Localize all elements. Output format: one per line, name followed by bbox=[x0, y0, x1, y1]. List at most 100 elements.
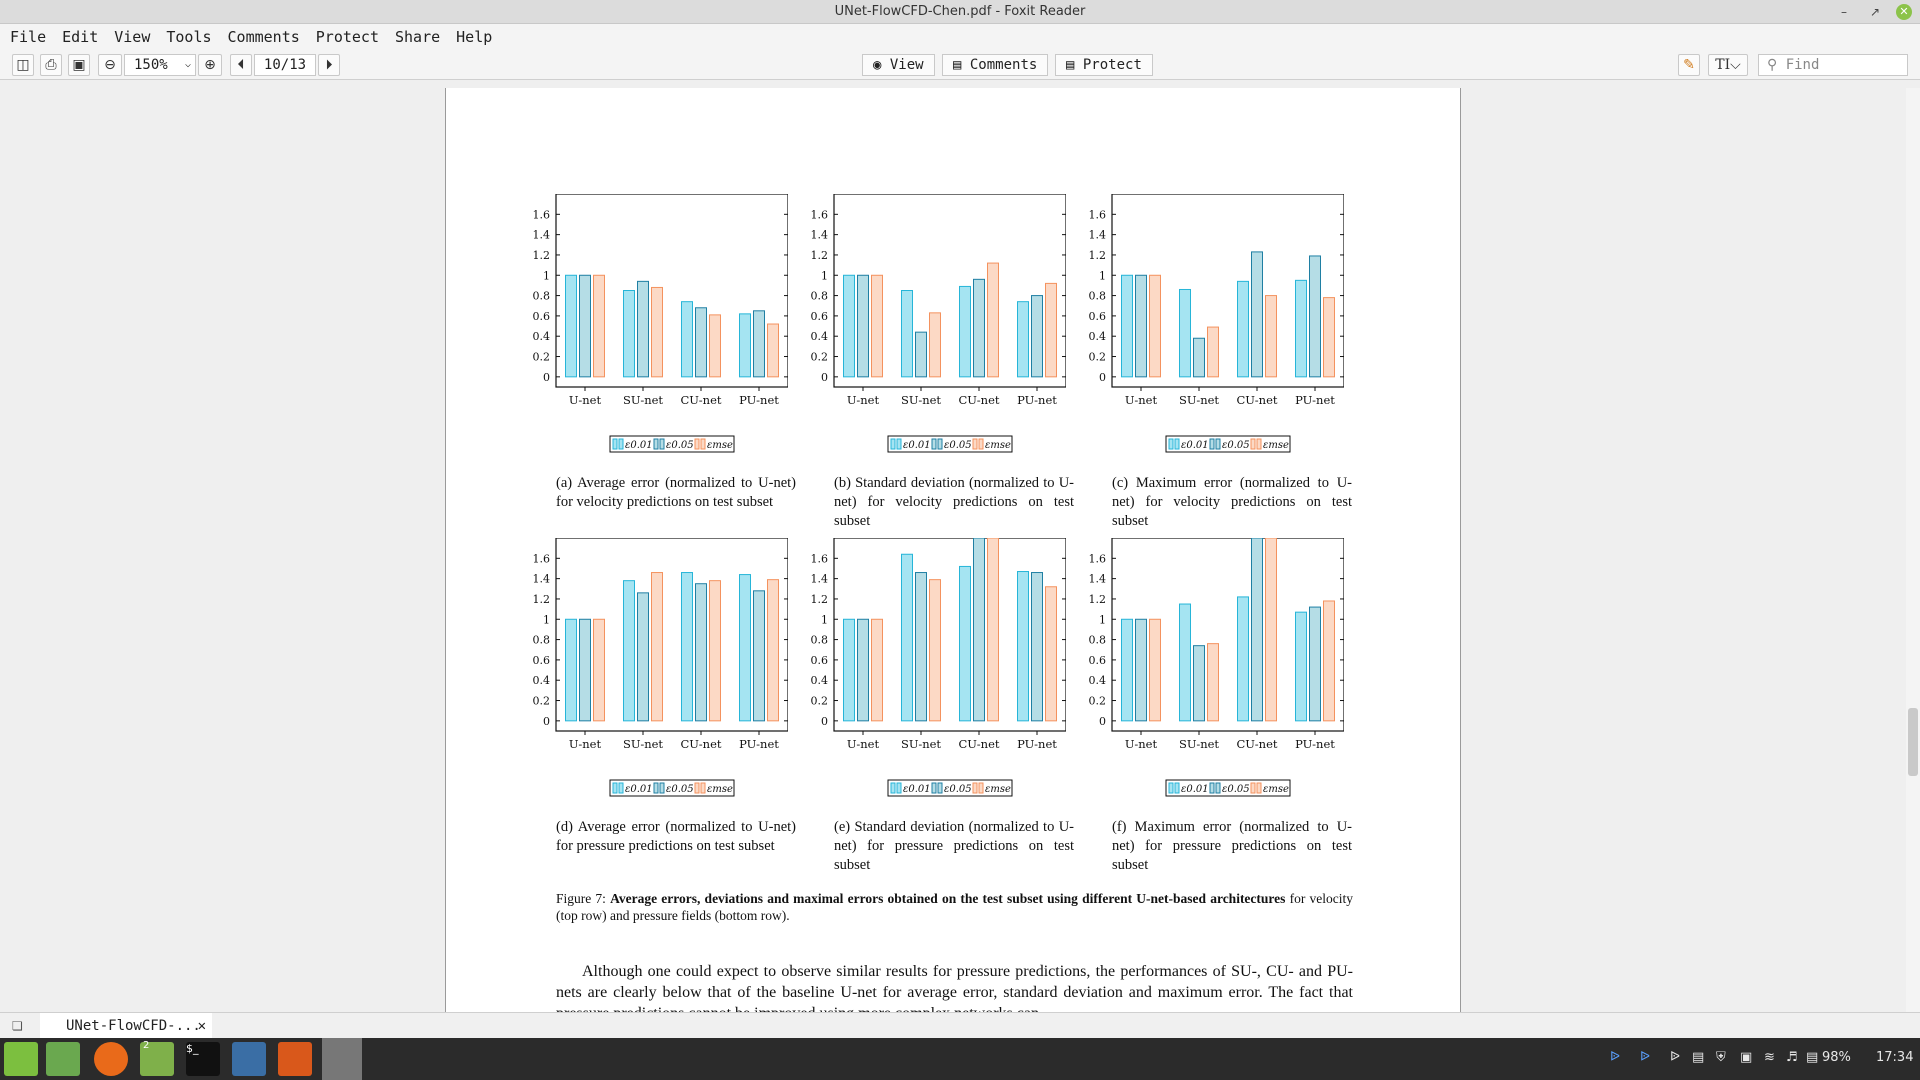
legend-swatch-2 bbox=[1215, 782, 1221, 794]
bar-U-net-2 bbox=[871, 618, 883, 722]
bar-CU-net-2 bbox=[1265, 295, 1277, 378]
legend-label: ε0.05 bbox=[666, 440, 694, 451]
bar-U-net-2 bbox=[593, 274, 605, 378]
y-tick-label: 1.6 bbox=[533, 208, 551, 221]
minimize-icon[interactable]: – bbox=[1841, 5, 1847, 19]
document-tab-bar: ❏ UNet-FlowCFD-... ✕ bbox=[0, 1012, 1920, 1039]
x-tick-label: CU-net bbox=[1236, 737, 1277, 751]
y-tick-label: 1.2 bbox=[811, 593, 829, 606]
bluetooth-icon-3[interactable]: ᐉ bbox=[1670, 1050, 1680, 1065]
bar-SU-net-0 bbox=[623, 580, 635, 722]
bar-PU-net-2 bbox=[1323, 600, 1335, 722]
protect-mode-label: Protect bbox=[1082, 57, 1142, 73]
menu-protect[interactable]: Protect bbox=[315, 28, 379, 46]
legend-swatch-2 bbox=[896, 438, 902, 450]
y-tick-label: 1.4 bbox=[811, 229, 829, 242]
menu-share[interactable]: Share bbox=[395, 28, 441, 46]
next-page-icon[interactable]: ⏵ bbox=[318, 54, 340, 76]
x-tick-label: SU-net bbox=[1179, 737, 1219, 751]
restore-tabs-icon[interactable]: ❏ bbox=[12, 1019, 23, 1033]
chart-legend: ε0.01 ε0.05 εmse bbox=[887, 779, 1013, 797]
battery-percent: 98% bbox=[1822, 1050, 1851, 1065]
bar-CU-net-2 bbox=[1265, 538, 1277, 722]
view-mode-button[interactable]: ◉ View bbox=[862, 54, 935, 76]
legend-label: ε0.05 bbox=[944, 784, 972, 795]
show-desktop-icon[interactable] bbox=[46, 1042, 80, 1076]
highlight-pen-icon[interactable]: ✎ bbox=[1678, 54, 1700, 76]
screenshot-icon[interactable]: ▣ bbox=[1740, 1050, 1753, 1065]
x-tick-label: SU-net bbox=[901, 393, 941, 407]
bar-PU-net-0 bbox=[739, 313, 751, 378]
print-icon[interactable]: ⎙ bbox=[40, 54, 62, 76]
menu-comments[interactable]: Comments bbox=[227, 28, 300, 46]
legend-label: εmse bbox=[707, 440, 733, 451]
camera-app-icon[interactable] bbox=[232, 1042, 266, 1076]
wifi-icon[interactable]: ≋ bbox=[1764, 1050, 1775, 1065]
page-number-input[interactable]: 10/13 bbox=[254, 54, 316, 76]
legend-label: εmse bbox=[1263, 440, 1289, 451]
zoom-select[interactable]: 150% ⌵ bbox=[124, 54, 196, 76]
document-area[interactable]: 0 0.2 0.4 0.6 0.8 1 1.2 1.4 1.6 U-net SU-net CU-net… bbox=[0, 88, 1906, 1012]
y-tick-label: 1.2 bbox=[1089, 593, 1107, 606]
menu-help[interactable]: Help bbox=[456, 28, 493, 46]
text-select-icon[interactable]: TI⌵ bbox=[1708, 54, 1748, 76]
files-icon[interactable]: 2 bbox=[140, 1040, 174, 1076]
y-tick-label: 1.4 bbox=[1089, 229, 1107, 242]
save-icon[interactable]: ▣ bbox=[68, 54, 90, 76]
document-tab[interactable]: UNet-FlowCFD-... ✕ bbox=[40, 1013, 212, 1039]
bar-PU-net-0 bbox=[1295, 611, 1307, 722]
clipboard-icon[interactable]: ▤ bbox=[1692, 1050, 1705, 1065]
legend-swatch bbox=[890, 438, 896, 450]
menu-view[interactable]: View bbox=[114, 28, 151, 46]
bar-CU-net-0 bbox=[959, 285, 971, 378]
y-tick-label: 0.6 bbox=[1089, 654, 1107, 667]
bluetooth-icon-2[interactable]: ᐉ bbox=[1640, 1050, 1650, 1065]
zoom-in-icon[interactable]: ⊕ bbox=[198, 54, 222, 76]
restore-icon[interactable]: ↗ bbox=[1869, 5, 1881, 19]
protect-mode-button[interactable]: ▤ Protect bbox=[1055, 54, 1153, 76]
find-input[interactable]: ⚲ Find bbox=[1758, 54, 1908, 76]
bar-chart-0: 0 0.2 0.4 0.6 0.8 1 1.2 1.4 1.6 U-net SU-net CU-net… bbox=[533, 194, 788, 453]
shield-icon[interactable]: ⛨ bbox=[1716, 1050, 1726, 1065]
close-tab-icon[interactable]: ✕ bbox=[197, 1018, 206, 1034]
bar-PU-net-2 bbox=[767, 579, 779, 722]
bar-PU-net-2 bbox=[1323, 297, 1335, 378]
legend-swatch bbox=[612, 438, 618, 450]
active-window-icon[interactable] bbox=[322, 1038, 362, 1080]
legend-label: εmse bbox=[985, 440, 1011, 451]
y-tick-label: 0.8 bbox=[811, 290, 829, 303]
battery-icon[interactable]: ▤ bbox=[1806, 1050, 1819, 1065]
bar-U-net-1 bbox=[857, 618, 869, 722]
foxit-reader-icon[interactable] bbox=[278, 1042, 312, 1076]
terminal-icon[interactable]: $_ bbox=[186, 1042, 220, 1076]
x-tick-label: U-net bbox=[569, 737, 602, 751]
sidebar-toggle-icon[interactable]: ◫ bbox=[12, 54, 34, 76]
bar-SU-net-2 bbox=[929, 312, 941, 378]
vertical-scrollbar[interactable] bbox=[1906, 88, 1920, 1012]
firefox-icon[interactable] bbox=[94, 1042, 128, 1076]
clock[interactable]: 17:34 bbox=[1876, 1050, 1914, 1065]
bar-PU-net-0 bbox=[1017, 301, 1029, 378]
x-tick-label: PU-net bbox=[739, 393, 779, 407]
close-window-icon[interactable]: ✕ bbox=[1896, 4, 1912, 20]
bar-CU-net-2 bbox=[987, 262, 999, 378]
zoom-out-icon[interactable]: ⊖ bbox=[98, 54, 122, 76]
bar-SU-net-1 bbox=[915, 572, 927, 722]
menu-tools[interactable]: Tools bbox=[166, 28, 212, 46]
x-tick-label: U-net bbox=[1125, 393, 1158, 407]
bar-PU-net-1 bbox=[1309, 255, 1321, 378]
plot-frame bbox=[1111, 194, 1344, 388]
y-tick-label: 0 bbox=[1099, 371, 1106, 384]
previous-page-icon[interactable]: ⏴ bbox=[230, 54, 252, 76]
menu-file[interactable]: File bbox=[10, 28, 47, 46]
legend-swatch-2 bbox=[1256, 782, 1262, 794]
menu-edit[interactable]: Edit bbox=[62, 28, 99, 46]
comments-mode-button[interactable]: ▤ Comments bbox=[942, 54, 1049, 76]
x-tick-label: U-net bbox=[847, 737, 880, 751]
bluetooth-icon[interactable]: ᐉ bbox=[1610, 1050, 1620, 1065]
scrollbar-thumb[interactable] bbox=[1908, 708, 1918, 776]
mint-menu-icon[interactable] bbox=[4, 1042, 38, 1076]
legend-swatch-2 bbox=[978, 782, 984, 794]
y-tick-label: 0.2 bbox=[811, 351, 829, 364]
volume-icon[interactable]: ♬ bbox=[1786, 1050, 1798, 1065]
